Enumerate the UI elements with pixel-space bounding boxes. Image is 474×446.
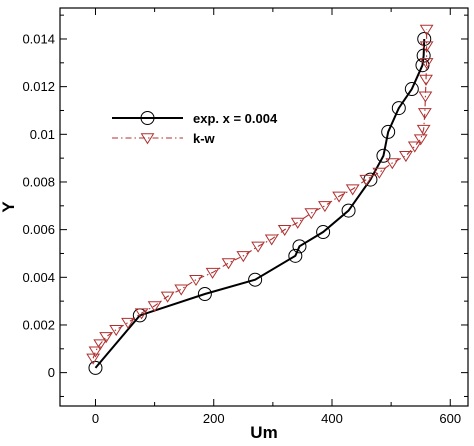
data-point [160, 291, 175, 303]
series-line [92, 29, 428, 359]
plot-frame [59, 7, 469, 407]
data-point [197, 286, 212, 301]
series-1 [86, 24, 434, 365]
y-tick-label: 0.002 [22, 317, 55, 332]
data-point [121, 317, 135, 329]
data-point [277, 224, 292, 236]
legend-label: k-w [193, 131, 216, 146]
x-tick-label: 0 [92, 411, 99, 426]
data-point [236, 251, 251, 263]
data-point [391, 101, 406, 116]
data-point [264, 234, 279, 246]
y-tick-label: 0.006 [22, 222, 55, 237]
y-tick-label: 0.014 [22, 31, 55, 46]
x-axis-title: Um [250, 423, 277, 442]
series-0 [88, 31, 432, 375]
data-point [417, 31, 432, 46]
x-tick-label: 600 [439, 411, 461, 426]
x-tick-label: 400 [321, 411, 343, 426]
data-point [416, 48, 431, 63]
y-tick-label: 0.01 [30, 127, 55, 142]
data-point [292, 239, 307, 254]
data-point [205, 267, 220, 279]
legend-marker [140, 133, 155, 145]
axes: 0 200 400 600 0 0.002 0.004 0.006 0.008 0.01 0.012… [22, 8, 468, 426]
data-point [385, 158, 400, 170]
legend-label: exp. x = 0.004 [193, 111, 278, 126]
y-tick-label: 0.008 [22, 174, 55, 189]
data-point [288, 248, 303, 263]
data-point [416, 124, 431, 136]
data-point [316, 225, 331, 240]
data-point [359, 174, 374, 186]
data-point [363, 172, 378, 187]
data-point [407, 141, 422, 153]
data-point [174, 284, 189, 296]
data-point [318, 201, 332, 213]
data-point [418, 91, 433, 103]
data-point [221, 258, 236, 270]
data-point [419, 58, 434, 70]
legend: exp. x = 0.004 k-w [112, 111, 278, 146]
data-point [372, 167, 387, 179]
data-point [376, 148, 391, 163]
data-point [332, 191, 346, 203]
data-point [290, 217, 305, 229]
data-point [419, 41, 434, 53]
data-point [419, 74, 433, 86]
data-point [93, 339, 108, 351]
data-point [251, 241, 265, 253]
data-point [413, 134, 428, 146]
data-point [189, 274, 203, 287]
data-point [109, 325, 124, 337]
data-point [304, 208, 319, 220]
x-tick-label: 200 [203, 411, 225, 426]
data-point [417, 108, 432, 120]
legend-marker [140, 111, 155, 125]
series-layer [86, 24, 434, 375]
data-point [341, 203, 356, 218]
data-point [86, 353, 101, 365]
data-point [147, 301, 162, 313]
y-tick-label: 0 [48, 365, 55, 380]
data-point [248, 272, 263, 287]
data-point [419, 24, 434, 36]
data-point [88, 360, 103, 375]
data-point [345, 184, 360, 196]
y-tick-label: 0.012 [22, 79, 55, 94]
data-point [134, 308, 149, 320]
y-tick-label: 0.004 [22, 270, 55, 285]
data-point [88, 346, 103, 358]
data-point [99, 332, 114, 344]
data-point [381, 124, 396, 139]
data-point [399, 151, 413, 163]
y-axis-title: Y [0, 201, 18, 213]
series-line [94, 38, 426, 369]
data-point [404, 82, 419, 97]
